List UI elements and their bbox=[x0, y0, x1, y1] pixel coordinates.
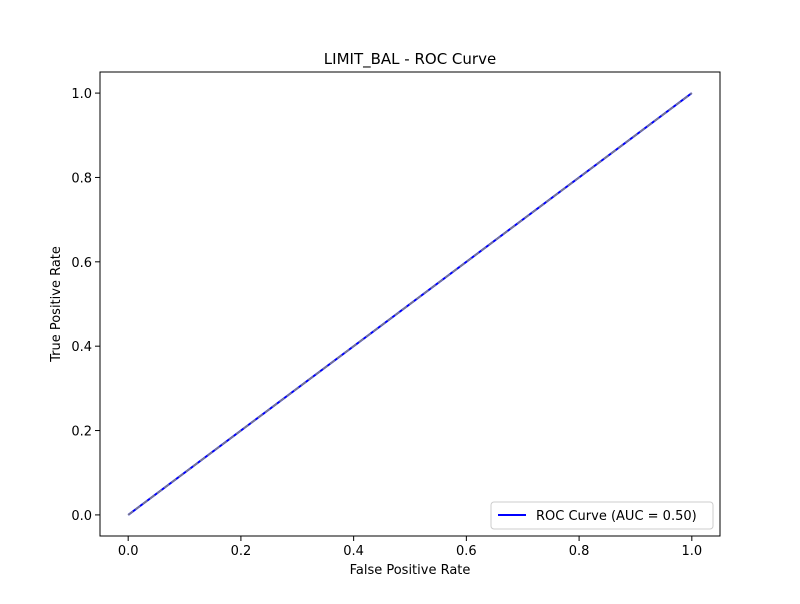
legend-label-roc: ROC Curve (AUC = 0.50) bbox=[536, 509, 697, 524]
x-tick-label: 0.4 bbox=[343, 544, 364, 559]
plot-area bbox=[99, 71, 721, 537]
y-axis-label: True Positive Rate bbox=[49, 246, 64, 363]
y-tick-label: 0.4 bbox=[71, 340, 92, 355]
x-tick-label: 0.0 bbox=[118, 544, 139, 559]
x-tick-label: 0.8 bbox=[569, 544, 590, 559]
legend-box bbox=[490, 501, 714, 530]
y-axis: 0.0 0.2 0.4 0.6 0.8 1.0 bbox=[71, 87, 100, 524]
y-tick-label: 1.0 bbox=[71, 87, 92, 102]
plot-frame bbox=[99, 71, 721, 537]
x-tick-label: 0.6 bbox=[456, 544, 477, 559]
x-axis-label: False Positive Rate bbox=[350, 563, 471, 578]
series-layer bbox=[127, 92, 693, 516]
y-tick-label: 0.6 bbox=[71, 256, 92, 271]
x-tick-label: 1.0 bbox=[681, 544, 702, 559]
y-tick-label: 0.2 bbox=[71, 425, 92, 440]
y-tick-label: 0.8 bbox=[71, 171, 92, 186]
baseline-diagonal-line bbox=[127, 92, 693, 516]
legend: ROC Curve (AUC = 0.50) bbox=[490, 501, 714, 530]
x-axis: 0.0 0.2 0.4 0.6 0.8 1.0 bbox=[118, 536, 702, 559]
x-tick-label: 0.2 bbox=[231, 544, 252, 559]
y-tick-label: 0.0 bbox=[71, 509, 92, 524]
chart-title: LIMIT_BAL - ROC Curve bbox=[324, 50, 496, 69]
